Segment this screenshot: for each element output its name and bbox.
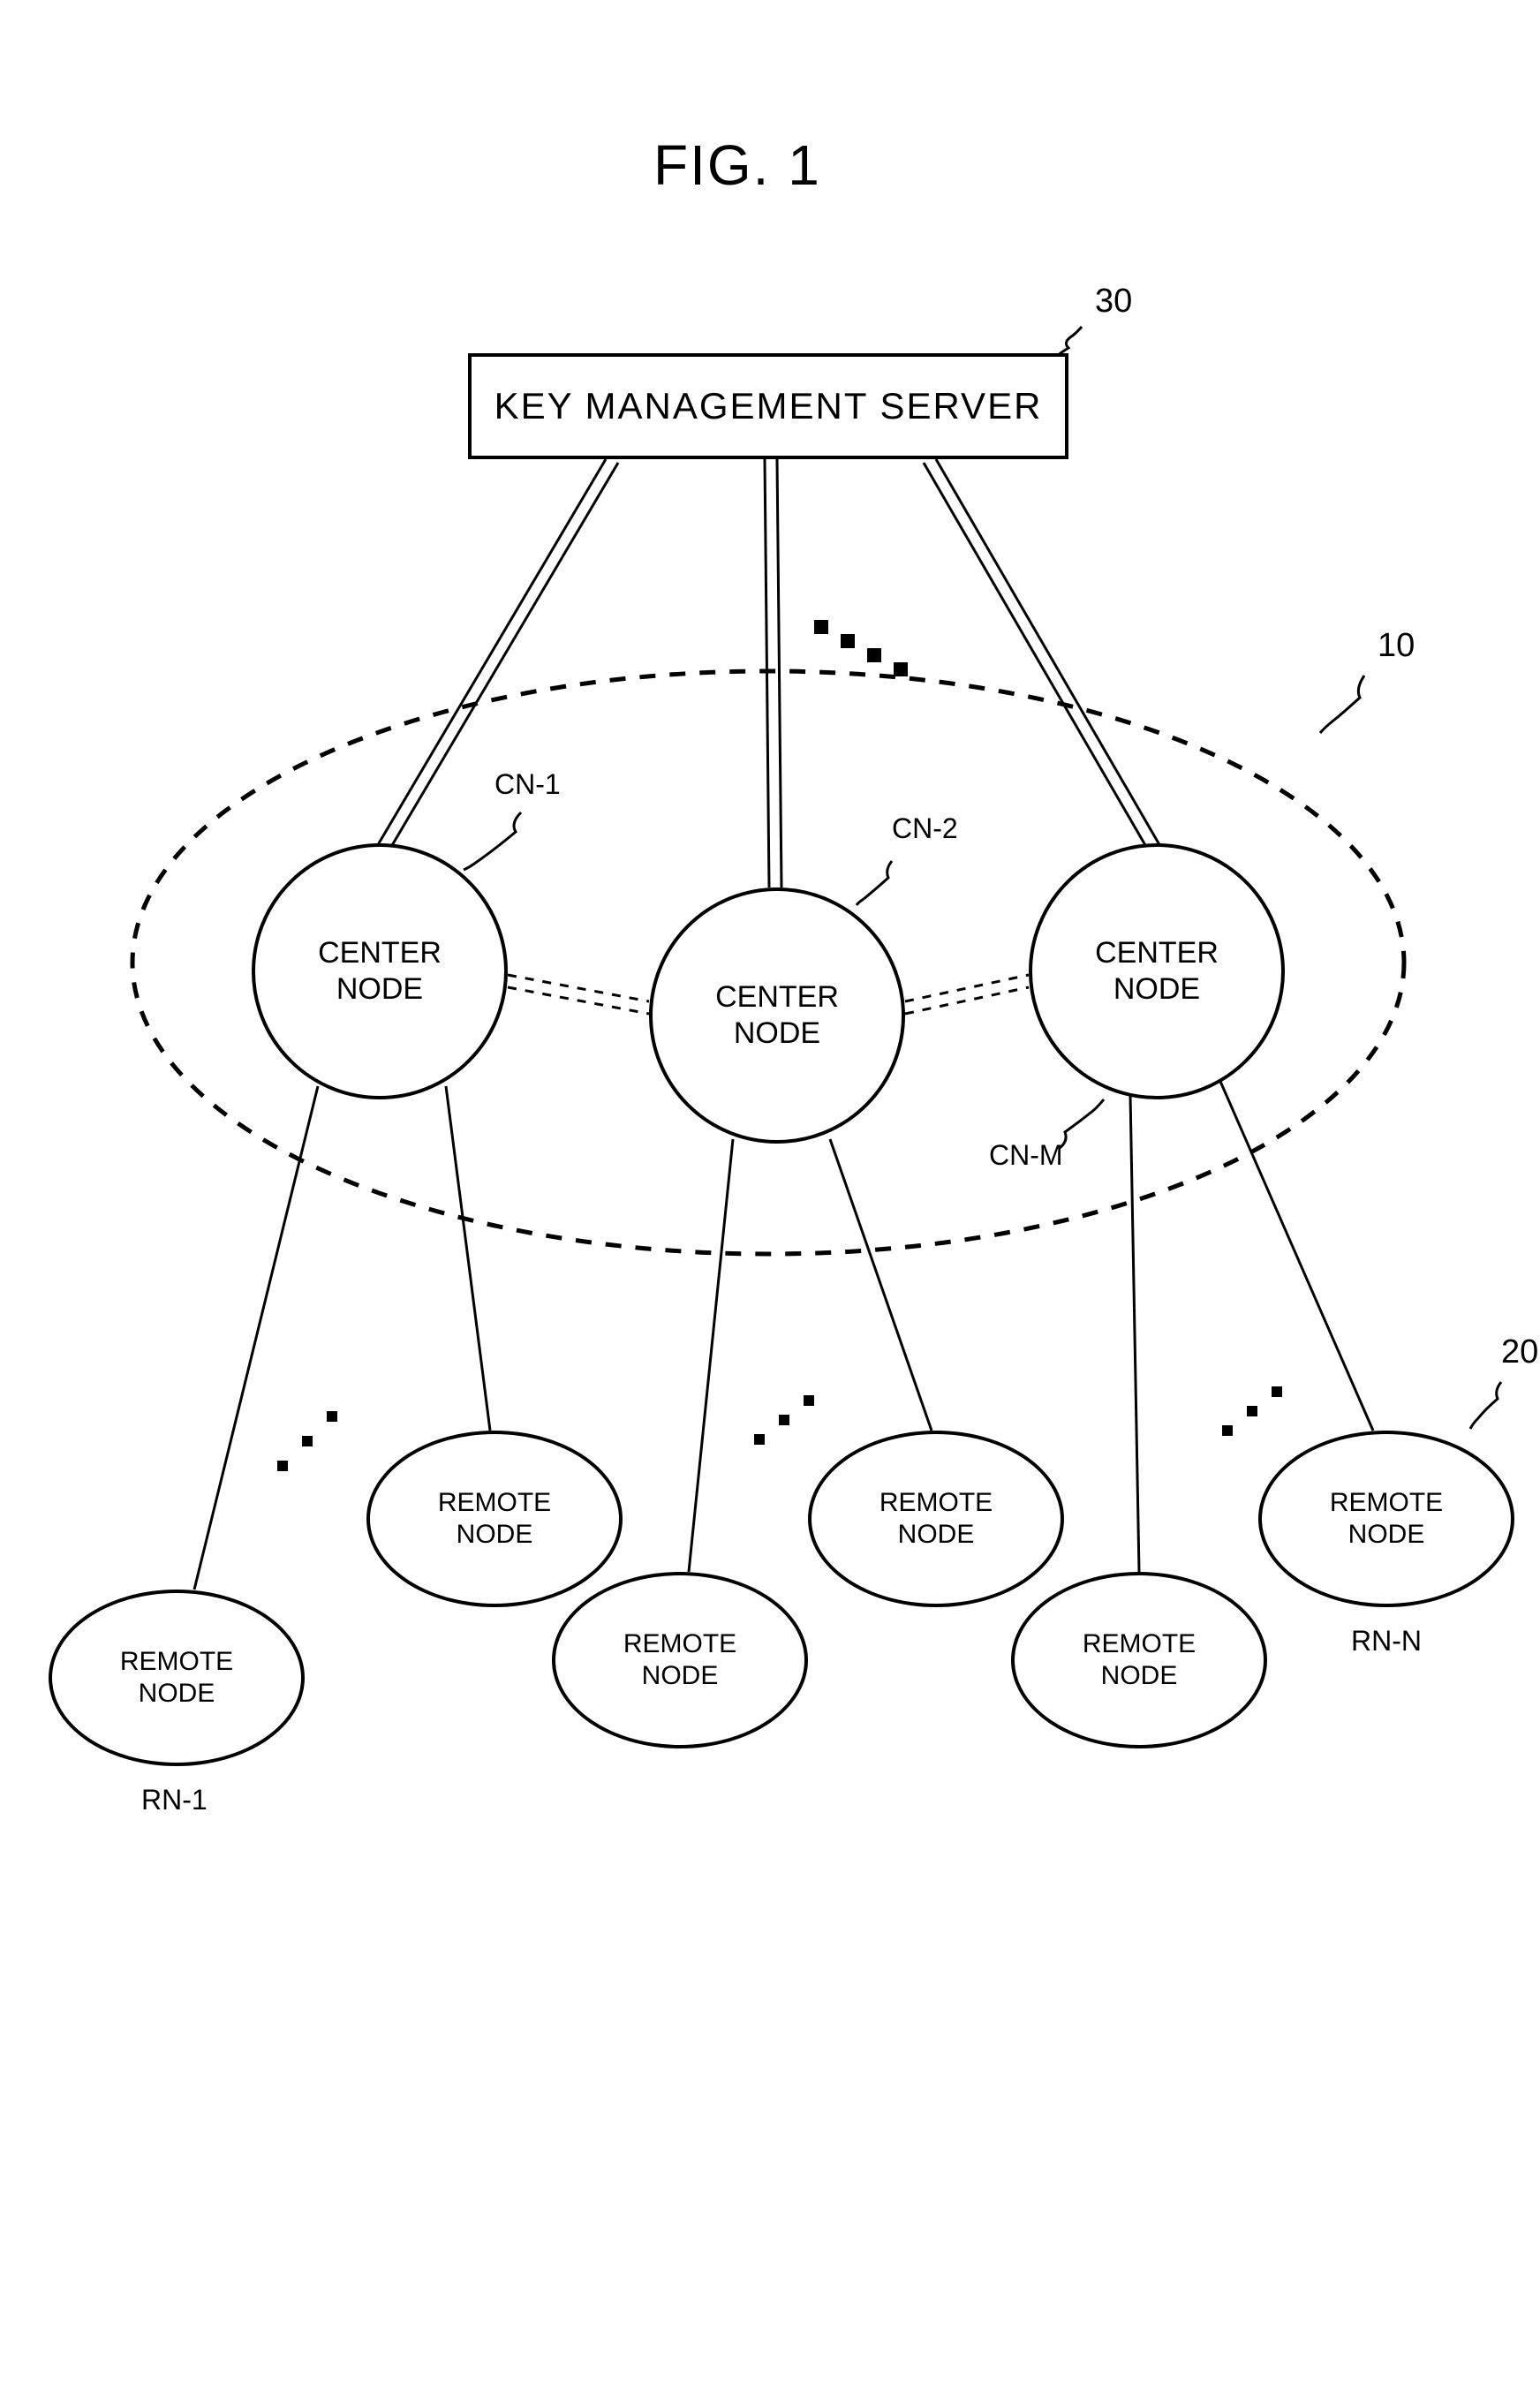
ref-10: 10 (1378, 627, 1415, 665)
ref-rnn: RN-N (1351, 1625, 1422, 1658)
remote-node-rn2b-l2: NODE (898, 1520, 975, 1549)
center-node-cn2-line1: CENTER (715, 980, 839, 1014)
remote-node-rnn: REMOTE NODE (1258, 1431, 1514, 1607)
remote-node-rn2a: REMOTE NODE (552, 1572, 808, 1748)
remote-node-rn2a-l2: NODE (642, 1661, 719, 1690)
remote-node-rn2a-l1: REMOTE (623, 1629, 736, 1658)
server-to-center-links (376, 459, 1161, 887)
ref-20: 20 (1501, 1333, 1538, 1371)
ref-arrows (464, 327, 1501, 1429)
remote-node-rnma-l1: REMOTE (1083, 1629, 1196, 1658)
center-node-cnm-line2: NODE (1113, 972, 1200, 1006)
remote-node-rnma-l2: NODE (1101, 1661, 1178, 1690)
ref-rn1: RN-1 (141, 1784, 208, 1816)
remote-node-rn2b: REMOTE NODE (808, 1431, 1064, 1607)
ref-cn1: CN-1 (494, 768, 561, 801)
center-node-cnm-line1: CENTER (1095, 936, 1219, 970)
center-node-cnm: CENTER NODE (1029, 843, 1285, 1099)
center-node-cn1: CENTER NODE (252, 843, 508, 1099)
server-label: KEY MANAGEMENT SERVER (494, 385, 1043, 427)
key-management-server: KEY MANAGEMENT SERVER (468, 353, 1068, 459)
remote-node-rnn-l2: NODE (1348, 1520, 1425, 1549)
center-node-cn2-line2: NODE (734, 1016, 820, 1050)
remote-node-rn2b-l1: REMOTE (879, 1488, 993, 1517)
center-node-cn1-line2: NODE (336, 972, 423, 1006)
ref-30: 30 (1095, 283, 1132, 321)
remote-node-rn1b-l1: REMOTE (438, 1488, 551, 1517)
remote-node-rn1b: REMOTE NODE (366, 1431, 623, 1607)
ref-cnm: CN-M (989, 1139, 1063, 1172)
remote-node-rn1-l1: REMOTE (120, 1647, 233, 1676)
remote-node-rn1: REMOTE NODE (49, 1590, 305, 1766)
figure-title: FIG. 1 (653, 132, 821, 198)
remote-node-rn1-l2: NODE (139, 1679, 215, 1708)
figure-page: FIG. 1 (0, 0, 1540, 2394)
center-node-cn2: CENTER NODE (649, 887, 905, 1144)
remote-node-rnma: REMOTE NODE (1011, 1572, 1267, 1748)
remote-node-rn1b-l2: NODE (457, 1520, 533, 1549)
center-node-cn1-line1: CENTER (318, 936, 442, 970)
ref-cn2: CN-2 (892, 812, 958, 845)
remote-node-rnn-l1: REMOTE (1330, 1488, 1443, 1517)
